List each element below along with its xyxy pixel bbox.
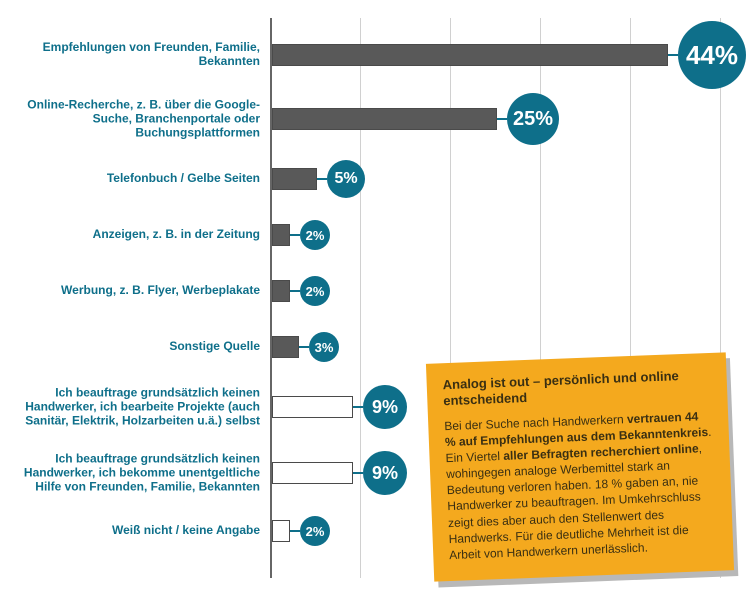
bar bbox=[272, 336, 299, 358]
category-label: Ich beauftrage grundsätzlich keinen Hand… bbox=[10, 452, 260, 493]
value-bubble: 5% bbox=[327, 160, 365, 198]
bar bbox=[272, 462, 353, 484]
bar bbox=[272, 168, 317, 190]
value-bubble: 2% bbox=[300, 220, 330, 250]
category-label: Empfehlungen von Freunden, Familie, Beka… bbox=[10, 41, 260, 69]
annotation-sticky-note: Analog ist out – persönlich und online e… bbox=[426, 352, 734, 582]
bar bbox=[272, 396, 353, 418]
category-label: Werbung, z. B. Flyer, Werbeplakate bbox=[10, 284, 260, 298]
gridline bbox=[360, 18, 361, 578]
connector-dash bbox=[353, 472, 363, 474]
note-title: Analog ist out – persönlich und online e… bbox=[442, 367, 711, 410]
bar bbox=[272, 520, 290, 542]
value-bubble: 9% bbox=[363, 385, 407, 429]
category-label: Ich beauftrage grundsätzlich keinen Hand… bbox=[10, 386, 260, 427]
bar bbox=[272, 280, 290, 302]
category-label: Online-Recherche, z. B. über die Google-… bbox=[10, 98, 260, 139]
connector-dash bbox=[668, 54, 678, 56]
connector-dash bbox=[290, 530, 300, 532]
connector-dash bbox=[299, 346, 309, 348]
bar bbox=[272, 44, 668, 66]
value-bubble: 2% bbox=[300, 516, 330, 546]
category-label: Anzeigen, z. B. in der Zeitung bbox=[10, 228, 260, 242]
survey-bar-chart: 44% 25% 5% 2% 2% 3% 9% 9% 2% Analog ist out – pe… bbox=[0, 0, 750, 600]
value-bubble: 25% bbox=[507, 93, 559, 145]
connector-dash bbox=[317, 178, 327, 180]
bar bbox=[272, 224, 290, 246]
value-bubble: 2% bbox=[300, 276, 330, 306]
connector-dash bbox=[290, 234, 300, 236]
bar bbox=[272, 108, 497, 130]
value-bubble: 9% bbox=[363, 451, 407, 495]
connector-dash bbox=[497, 118, 507, 120]
note-body: Bei der Suche nach Handwerkern ver­traue… bbox=[444, 407, 717, 563]
value-bubble: 3% bbox=[309, 332, 339, 362]
category-label: Telefonbuch / Gelbe Seiten bbox=[10, 172, 260, 186]
connector-dash bbox=[290, 290, 300, 292]
category-label: Sonstige Quelle bbox=[10, 340, 260, 354]
connector-dash bbox=[353, 406, 363, 408]
category-label: Weiß nicht / keine Angabe bbox=[10, 524, 260, 538]
value-bubble: 44% bbox=[678, 21, 746, 89]
